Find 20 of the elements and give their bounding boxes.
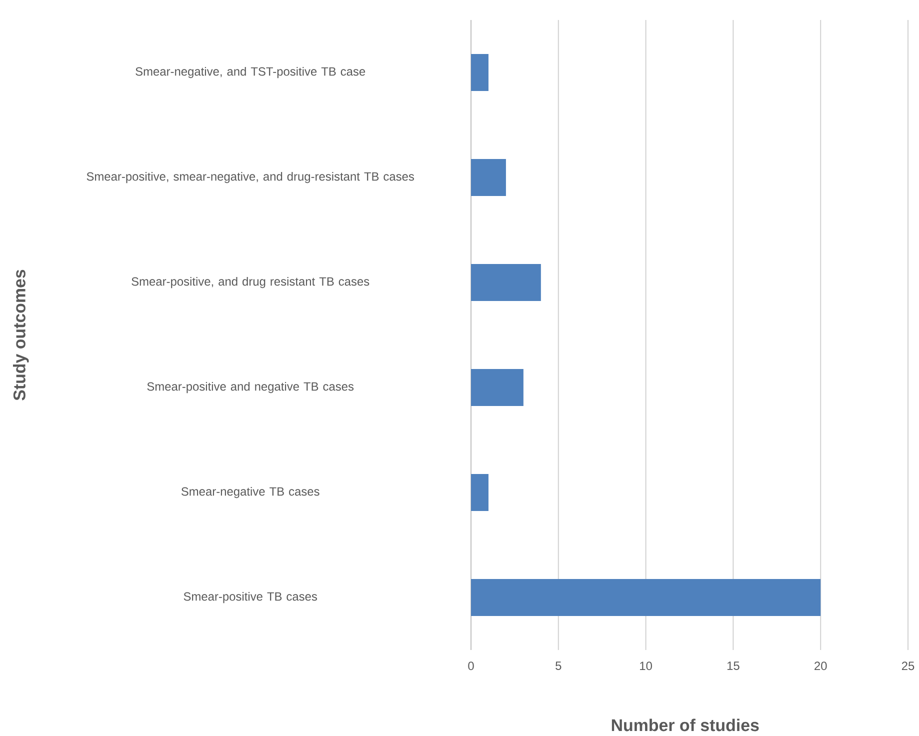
y-axis-title: Study outcomes (13, 270, 29, 400)
bar (471, 369, 524, 406)
y-tick-label: Smear-positive, smear-negative, and drug-resistant TB cases (86, 172, 414, 184)
x-tick-label: 0 (468, 662, 474, 670)
bar (471, 264, 541, 302)
y-tick-label: Smear-positive, and drug resistant TB cases (132, 276, 370, 288)
y-tick-label: Smear-positive TB cases (184, 592, 317, 604)
x-tick-label: 15 (727, 662, 740, 670)
bar (471, 579, 821, 616)
y-tick-label: Smear-positive and negative TB cases (147, 382, 354, 394)
bar (471, 474, 488, 512)
x-tick-label: 20 (814, 662, 827, 670)
bar (471, 159, 506, 196)
y-tick-label: Smear-negative TB cases (181, 486, 320, 498)
y-tick-label: Smear-negative, and TST-positive TB case (136, 66, 366, 78)
x-tick-label: 10 (640, 662, 652, 670)
x-tick-label: 25 (902, 662, 914, 670)
x-tick-label: 5 (556, 662, 562, 670)
bar (471, 54, 488, 92)
x-axis-title: Number of studies (612, 718, 759, 732)
